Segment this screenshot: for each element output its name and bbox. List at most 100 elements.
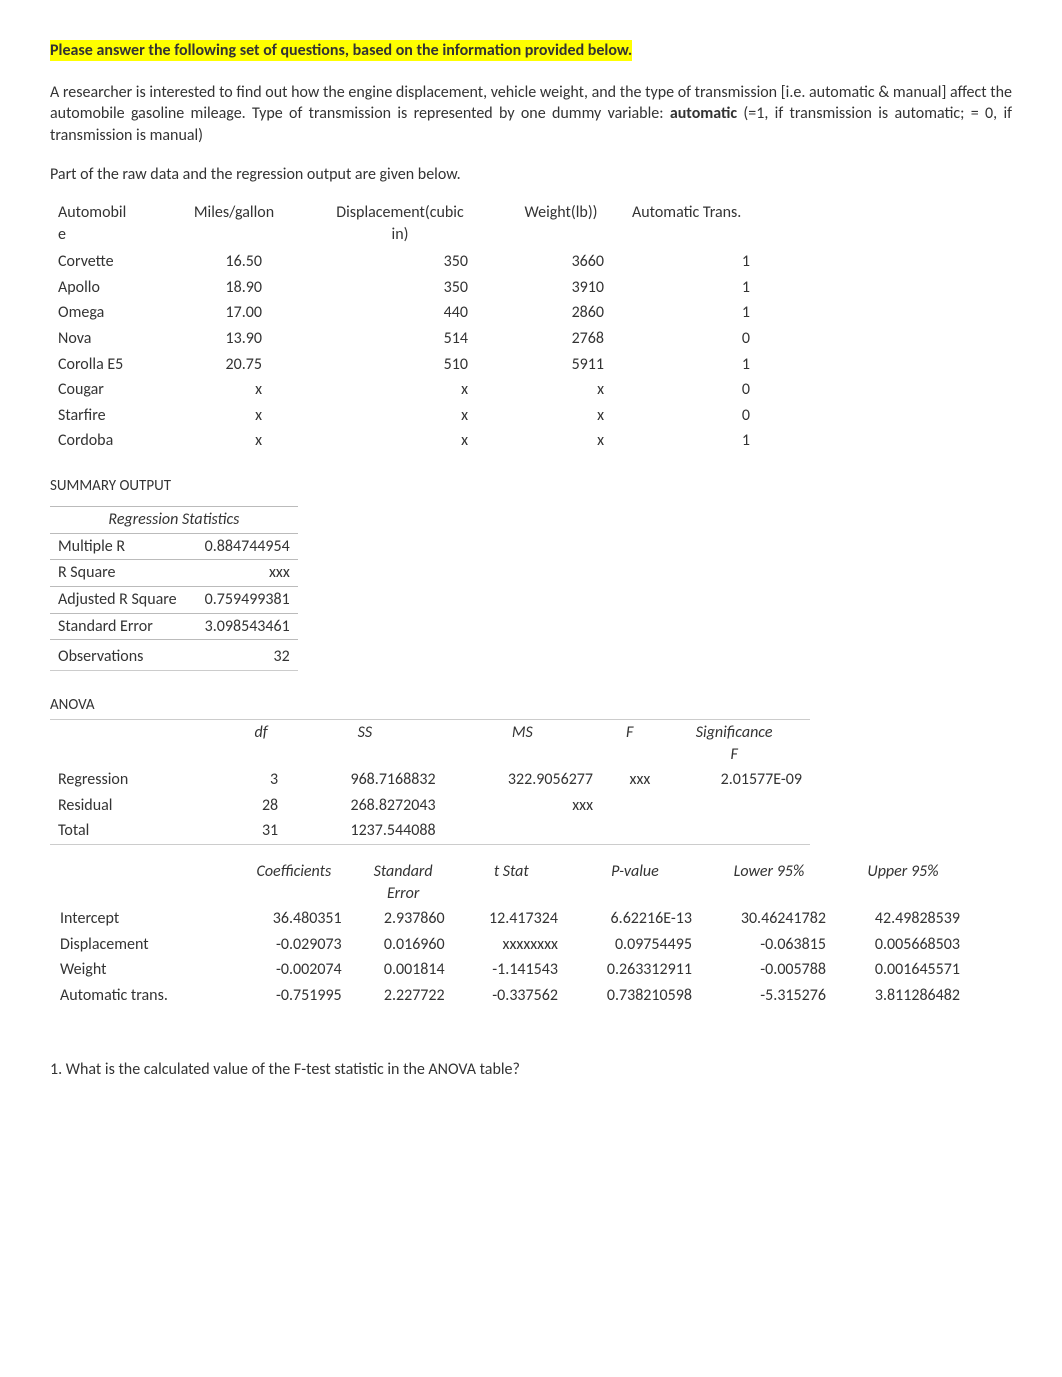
coef-col-header	[50, 859, 236, 906]
table-row: Omega17.0044028601	[50, 300, 780, 326]
anova-col-header	[50, 719, 236, 767]
table-cell: -5.315276	[702, 983, 836, 1009]
summary-output-title: SUMMARY OUTPUT	[50, 476, 1012, 496]
table-row: Corolla E520.7551059111	[50, 352, 780, 378]
regression-stats-table: Regression Statistics Multiple R0.884744…	[50, 506, 298, 671]
anova-col-header: df	[236, 719, 286, 767]
table-cell: xxx	[444, 793, 601, 819]
table-row: Corvette16.5035036601	[50, 249, 780, 275]
table-cell: 5911	[498, 352, 624, 378]
table-cell: 514	[302, 326, 498, 352]
stat-value: 0.884744954	[197, 533, 298, 560]
table-cell: 17.00	[166, 300, 302, 326]
table-cell: 3.811286482	[836, 983, 970, 1009]
table-row: Starfirexxx0	[50, 403, 780, 429]
stat-label: Multiple R	[50, 533, 197, 560]
table-cell: Regression	[50, 767, 236, 793]
table-row: Residual28268.8272043xxx	[50, 793, 810, 819]
table-cell: 350	[302, 249, 498, 275]
raw-header-row: AutomobileMiles/gallonDisplacement(cubic…	[50, 200, 780, 249]
table-cell: 1237.544088	[286, 818, 443, 844]
table-row: Multiple R0.884744954	[50, 533, 298, 560]
coef-col-header: Lower 95%	[702, 859, 836, 906]
table-row: Displacement-0.0290730.016960xxxxxxxx0.0…	[50, 932, 970, 958]
table-cell: x	[166, 403, 302, 429]
table-cell: 968.7168832	[286, 767, 443, 793]
table-cell: -0.005788	[702, 957, 836, 983]
anova-col-header: MS	[444, 719, 601, 767]
table-row: Adjusted R Square0.759499381	[50, 586, 298, 613]
table-cell: Apollo	[50, 275, 166, 301]
table-cell: 0.738210598	[568, 983, 702, 1009]
stat-value: xxx	[197, 560, 298, 587]
table-row: Standard Error3.098543461	[50, 613, 298, 640]
table-cell: 18.90	[166, 275, 302, 301]
table-cell: Omega	[50, 300, 166, 326]
table-cell: Cougar	[50, 377, 166, 403]
raw-col-header: Automatic Trans.	[624, 200, 780, 249]
stat-label: Adjusted R Square	[50, 586, 197, 613]
coef-col-header: t Stat	[455, 859, 568, 906]
reg-stats-title: Regression Statistics	[50, 507, 298, 534]
table-row: Weight-0.0020740.001814-1.1415430.263312…	[50, 957, 970, 983]
table-cell: Starfire	[50, 403, 166, 429]
table-cell: 1	[624, 275, 780, 301]
coef-col-header: Upper 95%	[836, 859, 970, 906]
table-cell: x	[302, 377, 498, 403]
table-cell: 2.937860	[352, 906, 455, 932]
table-row: R Squarexxx	[50, 560, 298, 587]
anova-table: dfSSMSFSignificanceF Regression3968.7168…	[50, 719, 810, 845]
stat-label: R Square	[50, 560, 197, 587]
table-cell: x	[498, 403, 624, 429]
table-cell: 1	[624, 352, 780, 378]
table-cell: Displacement	[50, 932, 236, 958]
table-cell: 30.46241782	[702, 906, 836, 932]
table-cell: 0.005668503	[836, 932, 970, 958]
table-cell: -0.029073	[236, 932, 352, 958]
question-1: 1. What is the calculated value of the F…	[50, 1059, 1012, 1081]
table-cell: 16.50	[166, 249, 302, 275]
raw-col-header: Miles/gallon	[166, 200, 302, 249]
table-cell: xxx	[601, 767, 658, 793]
table-cell: 510	[302, 352, 498, 378]
raw-col-header: Weight(lb))	[498, 200, 624, 249]
table-cell: Nova	[50, 326, 166, 352]
table-cell: 0	[624, 326, 780, 352]
coef-col-header: StandardError	[352, 859, 455, 906]
anova-col-header: F	[601, 719, 658, 767]
table-row: Nova13.9051427680	[50, 326, 780, 352]
table-cell: 31	[236, 818, 286, 844]
table-cell: 1	[624, 300, 780, 326]
table-row: Regression3968.7168832322.9056277xxx2.01…	[50, 767, 810, 793]
table-cell: 0	[624, 403, 780, 429]
stat-value: 32	[197, 640, 298, 671]
table-cell: 3910	[498, 275, 624, 301]
table-cell: 1	[624, 249, 780, 275]
table-cell	[444, 818, 601, 844]
table-cell	[601, 793, 658, 819]
table-row: Observations32	[50, 640, 298, 671]
table-cell: -0.337562	[455, 983, 568, 1009]
table-cell	[601, 818, 658, 844]
table-cell: Corvette	[50, 249, 166, 275]
anova-col-header: SignificanceF	[658, 719, 810, 767]
anova-title: ANOVA	[50, 695, 1012, 715]
table-cell: x	[166, 377, 302, 403]
table-cell: x	[302, 428, 498, 454]
table-row: Cordobaxxx1	[50, 428, 780, 454]
table-cell: 0.001814	[352, 957, 455, 983]
table-cell: Total	[50, 818, 236, 844]
table-cell	[658, 793, 810, 819]
highlight-text: Please answer the following set of quest…	[50, 40, 632, 61]
table-cell: -0.063815	[702, 932, 836, 958]
table-cell: 36.480351	[236, 906, 352, 932]
table-cell: -0.002074	[236, 957, 352, 983]
table-row: Intercept36.4803512.93786012.4173246.622…	[50, 906, 970, 932]
table-cell: x	[166, 428, 302, 454]
anova-col-header: SS	[286, 719, 443, 767]
table-cell: x	[498, 428, 624, 454]
table-cell: 322.9056277	[444, 767, 601, 793]
table-cell: Automatic trans.	[50, 983, 236, 1009]
raw-data-table: AutomobileMiles/gallonDisplacement(cubic…	[50, 200, 780, 454]
stat-value: 3.098543461	[197, 613, 298, 640]
